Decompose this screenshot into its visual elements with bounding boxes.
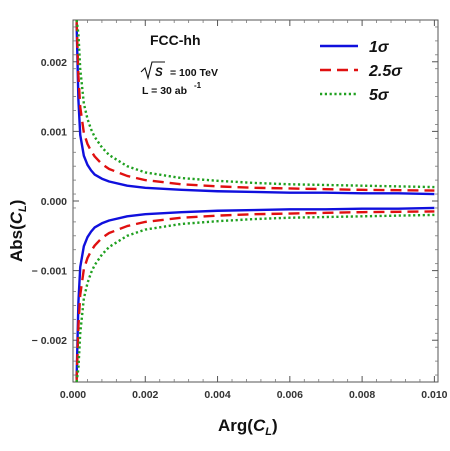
- collider-label: FCC-hh: [150, 32, 201, 48]
- y-tick-label: 0.001: [41, 126, 67, 138]
- lumi-exponent: -1: [194, 81, 202, 90]
- y-tick-label: 0.002: [41, 57, 67, 69]
- series-0-upper-curve: [75, 23, 435, 196]
- legend: 1σ 2.5σ 5σ: [320, 39, 403, 104]
- series-2-lower-curve: [75, 213, 435, 383]
- series-1-upper-curve: [75, 19, 435, 192]
- x-tick-label: 0.006: [277, 389, 303, 401]
- sqrt-symbol: [140, 61, 165, 81]
- x-tick-label: 0.010: [421, 389, 447, 401]
- y-axis-label: Abs(CL): [7, 200, 29, 262]
- y-tick-label: − 0.001: [32, 266, 67, 278]
- y-tick-label: − 0.002: [32, 335, 67, 347]
- energy-symbol: S: [155, 67, 163, 79]
- curves: [75, 19, 435, 383]
- legend-label-1: 2.5σ: [368, 63, 403, 80]
- x-tick-label: 0.008: [349, 389, 375, 401]
- legend-label-2: 5σ: [369, 87, 390, 104]
- lumi-label: L = 30 ab: [142, 85, 187, 97]
- series-1-lower-curve: [75, 210, 435, 383]
- series-2-upper-curve: [75, 19, 435, 189]
- x-tick-label: 0.000: [60, 389, 86, 401]
- y-tick-label: 0.000: [41, 196, 67, 208]
- series-0-lower-curve: [75, 206, 435, 379]
- x-tick-label: 0.004: [204, 389, 230, 401]
- axis-ticks: 0.000 0.002 0.004 0.006 0.008 0.010 0.002 0.001…: [32, 20, 448, 401]
- x-axis-label: Arg(CL): [218, 416, 278, 438]
- legend-label-0: 1σ: [369, 39, 390, 56]
- x-tick-label: 0.002: [132, 389, 158, 401]
- energy-value: = 100 TeV: [170, 67, 218, 79]
